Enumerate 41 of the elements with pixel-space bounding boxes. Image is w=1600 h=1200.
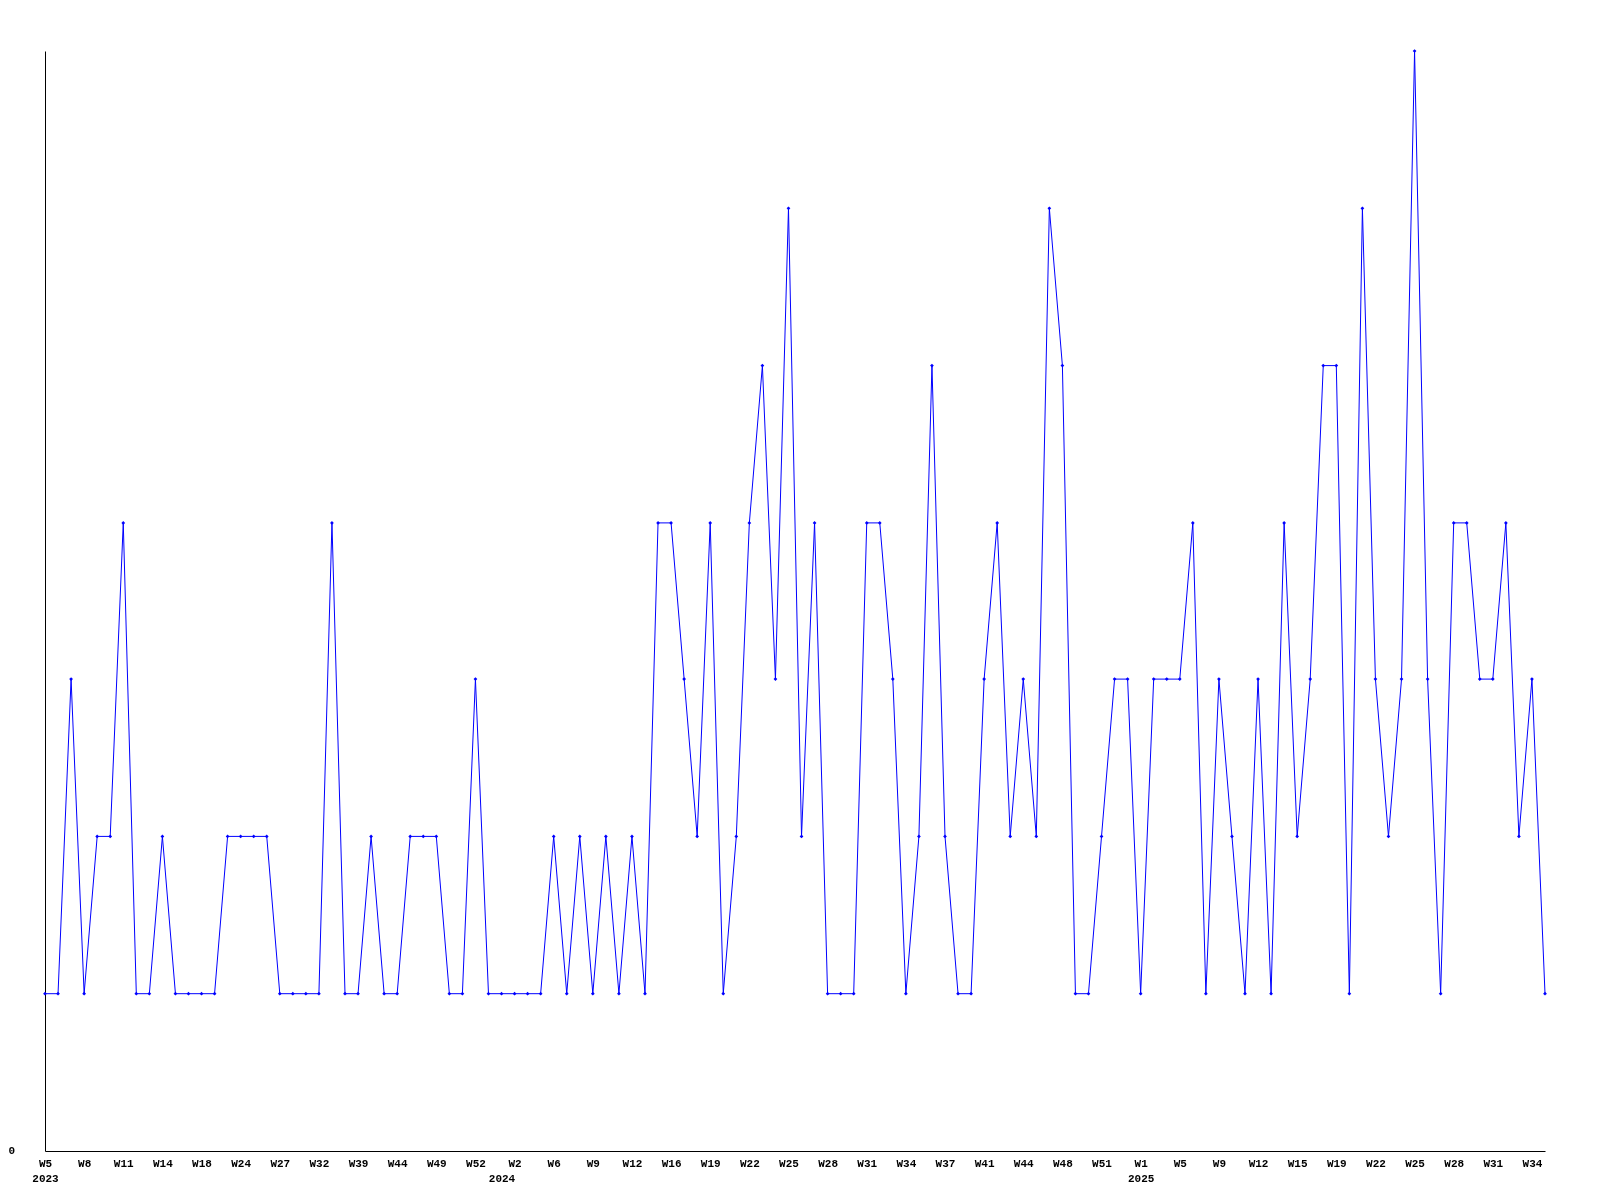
x-tick-label: W18: [192, 1157, 213, 1170]
x-tick-label: W1 2025: [1127, 1157, 1155, 1185]
x-tick-label: W39: [348, 1157, 369, 1170]
x-tick-label: W25: [1405, 1157, 1426, 1170]
x-tick-label: W52: [466, 1157, 486, 1170]
x-tick-label: W12: [1248, 1157, 1269, 1170]
x-tick-label: W2: [508, 1157, 522, 1170]
x-tick-label: W9: [1212, 1157, 1227, 1170]
x-tick-label: W34: [1522, 1157, 1543, 1170]
x-tick-label: W16: [661, 1157, 682, 1170]
x-tick-label: W19: [700, 1157, 721, 1170]
x-tick-label: W14: [152, 1157, 174, 1170]
text: 0: [8, 1145, 15, 1157]
x-tick-label: W19: [1326, 1157, 1347, 1170]
x-tick-label: W44: [387, 1157, 408, 1170]
x-tick-label: W9: [586, 1157, 600, 1170]
x-tick-label: W27: [270, 1157, 291, 1170]
x-tick-label: W11: [113, 1157, 135, 1170]
x-tick-label: W25: [779, 1157, 800, 1170]
x-tick-label: W12: [622, 1157, 643, 1170]
x-tick-label: W22: [1366, 1157, 1386, 1170]
x-tick-label: W5 2023: [32, 1157, 60, 1185]
x-tick-label: W8: [78, 1157, 92, 1170]
x-tick-label: W15: [1287, 1157, 1308, 1170]
x-tick-label: W31: [1483, 1157, 1504, 1170]
x-tick-label: W34: [896, 1157, 917, 1170]
x-tick-label: W6: [547, 1157, 561, 1170]
x-tick-label: W5: [1173, 1157, 1188, 1170]
x-tick-label: W49: [426, 1157, 447, 1170]
x-tick-label: W44: [1013, 1157, 1035, 1170]
x-tick-label: W28: [818, 1157, 839, 1170]
x-tick-label: W32: [309, 1157, 330, 1170]
x-tick-label: 2024: [488, 1172, 516, 1185]
x-tick-label: W37: [935, 1157, 956, 1170]
x-tick-label: W22: [739, 1157, 760, 1170]
x-tick-label: W28: [1444, 1157, 1465, 1170]
x-tick-label: W31: [857, 1157, 878, 1170]
x-tick-label: W51: [1092, 1157, 1113, 1170]
x-tick-label: W41: [974, 1157, 995, 1170]
x-tick-label: W48: [1052, 1157, 1074, 1170]
x-tick-label: W24: [231, 1157, 252, 1170]
